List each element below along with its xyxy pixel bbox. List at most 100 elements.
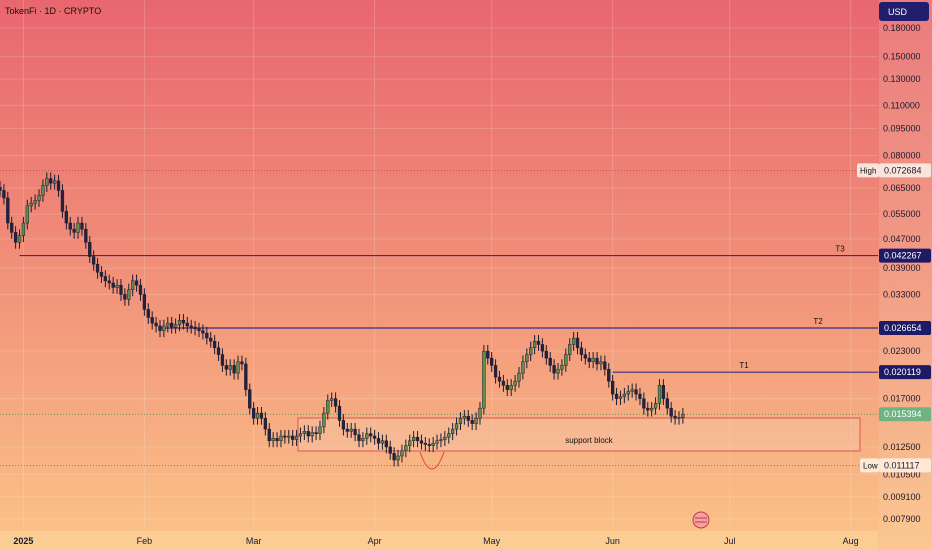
candle-body xyxy=(544,350,548,359)
price-badge-t3: 0.042267 xyxy=(884,251,922,261)
candle-body xyxy=(279,435,283,442)
candle-body xyxy=(532,340,537,349)
target-levels: T3 T2 T1 xyxy=(0,170,878,466)
candle-body xyxy=(56,180,61,191)
candle-body xyxy=(212,340,217,349)
candle-body xyxy=(451,428,455,434)
candle-body xyxy=(115,284,119,288)
candle-body xyxy=(618,396,623,399)
candle-body xyxy=(638,393,642,399)
candle-body xyxy=(283,435,287,438)
price-tick-label: 0.047000 xyxy=(883,234,921,244)
candle-body xyxy=(228,365,232,370)
candle-body xyxy=(419,440,424,444)
candle-body xyxy=(681,413,685,418)
candle-body xyxy=(630,389,634,392)
candle-body xyxy=(462,415,467,419)
level-label-t1: T1 xyxy=(739,361,749,370)
candle-body xyxy=(68,222,72,230)
candle-body xyxy=(76,222,80,233)
candle-body xyxy=(482,350,486,409)
symbol-title: TokenFi · 1D · CRYPTO xyxy=(5,6,101,16)
candle-body xyxy=(154,322,158,327)
candle-body xyxy=(0,187,2,191)
price-axis-panel[interactable] xyxy=(879,0,932,550)
candle-body xyxy=(423,442,427,445)
candle-body xyxy=(162,325,166,331)
candle-body xyxy=(271,438,275,442)
candle-body xyxy=(591,357,595,362)
candle-body xyxy=(673,415,677,419)
price-tick-label: 0.095000 xyxy=(883,123,921,133)
candle-body xyxy=(146,309,150,318)
candle-body xyxy=(571,337,576,345)
candle-body xyxy=(341,420,346,430)
support-block[interactable] xyxy=(297,417,861,452)
candle-body xyxy=(657,385,662,404)
candle-body xyxy=(603,361,607,370)
candle-body xyxy=(21,222,26,236)
price-tick-label: 0.039000 xyxy=(883,263,921,273)
candle-body xyxy=(540,344,545,352)
candle-body xyxy=(326,400,330,414)
candle-body xyxy=(575,337,580,349)
candle-body xyxy=(158,325,162,331)
candle-body xyxy=(134,280,139,286)
support-block-layer: support block xyxy=(297,417,861,470)
candle-body xyxy=(474,418,478,424)
price-tick-label: 0.065000 xyxy=(883,183,921,193)
support-block-label: support block xyxy=(565,436,614,445)
candle-body xyxy=(201,330,205,334)
time-axis[interactable]: 2025 Feb Mar Apr May Jun Jul Aug xyxy=(0,531,878,550)
candle-body xyxy=(166,322,170,327)
candle-body xyxy=(17,235,22,243)
candle-body xyxy=(513,380,517,386)
price-tick-label: 0.017000 xyxy=(883,394,921,404)
candle-body xyxy=(431,442,435,446)
candle-body xyxy=(259,412,264,419)
candle-body xyxy=(205,332,209,339)
candle-body xyxy=(267,428,271,442)
candle-body xyxy=(216,347,221,355)
candle-body xyxy=(232,365,236,374)
candle-body xyxy=(677,416,681,419)
candle-body xyxy=(490,357,494,366)
candle-body xyxy=(287,435,291,438)
candle-body xyxy=(501,380,506,386)
candle-body xyxy=(41,185,45,196)
candle-body xyxy=(493,365,498,378)
price-tick-label: 0.009100 xyxy=(883,492,921,502)
price-tick-label: 0.055000 xyxy=(883,209,921,219)
candle-body xyxy=(236,361,240,374)
price-badge-t2: 0.026654 xyxy=(884,323,922,333)
candle-body xyxy=(64,211,68,224)
candle-body xyxy=(189,325,193,328)
candle-body xyxy=(521,361,525,374)
time-label: Mar xyxy=(246,536,262,546)
candle-body xyxy=(45,178,49,186)
candle-body xyxy=(568,344,572,355)
low-tag: Low xyxy=(863,461,878,470)
candle-body xyxy=(173,324,178,328)
candle-body xyxy=(52,180,57,184)
price-badge-low-bg xyxy=(879,458,931,473)
candle-body xyxy=(333,398,338,407)
candle-body xyxy=(291,435,295,440)
candle-body xyxy=(599,361,603,365)
candle-body xyxy=(458,418,463,424)
candle-body xyxy=(610,380,615,395)
currency-button[interactable]: USD xyxy=(879,2,929,21)
level-label-t2: T2 xyxy=(813,317,823,326)
candle-body xyxy=(84,228,88,243)
candle-body xyxy=(505,385,509,390)
candle-body xyxy=(404,445,408,451)
candle-body xyxy=(302,431,307,434)
price-tick-label: 0.150000 xyxy=(883,52,921,62)
candle-body xyxy=(400,450,404,457)
candle-body xyxy=(548,357,552,366)
candle-body xyxy=(10,222,14,233)
candle-body xyxy=(614,393,619,399)
wick-highlight-arc xyxy=(419,451,445,470)
candle-body xyxy=(361,438,365,442)
